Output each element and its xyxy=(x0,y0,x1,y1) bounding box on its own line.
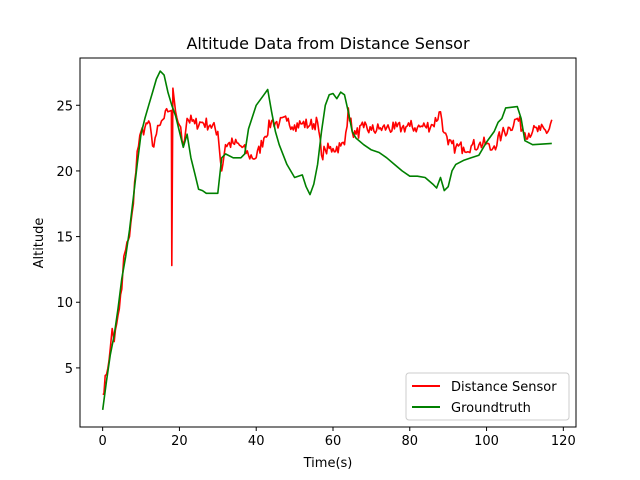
x-axis-label: Time(s) xyxy=(303,456,353,471)
series-line-groundtruth xyxy=(101,70,552,411)
y-axis-ticks: 5 10 15 20 25 xyxy=(56,99,80,377)
x-tick-label: 60 xyxy=(325,434,342,449)
y-tick-label: 5 xyxy=(65,362,73,377)
chart-title: Altitude Data from Distance Sensor xyxy=(186,34,470,53)
legend-label-distance-sensor: Distance Sensor xyxy=(451,380,557,395)
x-tick-label: 20 xyxy=(171,434,188,449)
plot-frame xyxy=(79,57,577,428)
x-tick-label: 40 xyxy=(248,434,265,449)
y-tick-label: 15 xyxy=(56,231,73,246)
x-axis-ticks: 0 20 40 60 80 100 120 xyxy=(99,427,576,449)
x-tick-label: 80 xyxy=(401,434,418,449)
x-tick-label: 0 xyxy=(99,434,107,449)
legend: Distance Sensor Groundtruth xyxy=(405,372,570,421)
x-tick-label: 120 xyxy=(551,434,576,449)
y-tick-label: 20 xyxy=(56,165,73,180)
legend-box xyxy=(405,372,570,421)
y-tick-label: 10 xyxy=(56,296,73,311)
series-line-distance-sensor xyxy=(102,87,553,395)
legend-label-groundtruth: Groundtruth xyxy=(451,401,531,416)
x-tick-label: 100 xyxy=(474,434,499,449)
y-axis-label: Altitude xyxy=(32,218,47,269)
plot-area xyxy=(79,57,577,428)
y-tick-label: 25 xyxy=(56,99,73,114)
